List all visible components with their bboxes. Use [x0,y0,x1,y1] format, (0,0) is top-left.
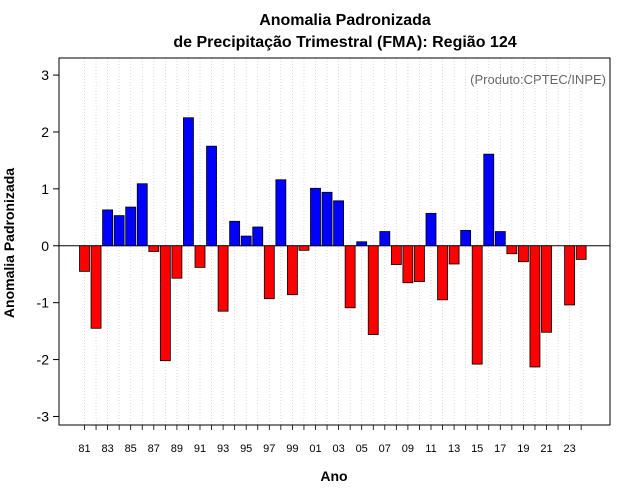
bar-16 [483,153,495,247]
y-tick-label: 2 [41,124,49,140]
x-tick-label: 87 [148,443,160,455]
bar-85 [125,206,137,247]
x-tick-label: 05 [356,443,368,455]
x-tick-label: 91 [194,443,206,455]
bar-03 [333,200,345,247]
bar-01 [310,187,321,247]
bar-18 [506,245,518,255]
bar-15 [471,245,483,365]
x-tick-label: 15 [471,443,483,455]
bar-90 [183,117,194,247]
bar-19 [518,245,529,263]
bar-13 [448,245,460,265]
x-tick-label: 21 [540,443,552,455]
x-tick-label: 01 [309,443,321,455]
bar-17 [494,231,506,247]
x-tick-label: 83 [101,443,113,455]
bar-93 [217,245,229,312]
bar-11 [425,212,437,247]
bar-83 [102,209,113,247]
y-tick-label: -1 [37,295,50,311]
x-tick-label: 23 [563,443,575,455]
bar-97 [263,245,275,300]
bar-92 [206,145,217,247]
bar-99 [286,245,298,296]
bar-04 [344,245,356,309]
x-tick-label: 93 [217,443,229,455]
y-tick-label: 0 [41,238,49,254]
x-tick-label: 07 [379,443,391,455]
x-tick-label: 19 [517,443,529,455]
chart-title: Anomalia Padronizada [259,12,431,29]
x-tick-label: 95 [240,443,252,455]
bar-02 [321,191,333,247]
bar-86 [136,183,148,247]
chart-subtitle: de Precipitação Trimestral (FMA): Região… [173,34,516,51]
x-axis-ticks: 81 83 85 87 89 91 93 95 97 99 01 03 05 07 09 11 13 15 17 19… [78,425,582,455]
plot-frame [58,57,611,426]
chart-credit: (Produto:CPTEC/INPE) [470,72,606,87]
bar-88 [159,245,171,362]
bar-23 [564,245,575,306]
x-tick-label: 85 [125,443,137,455]
y-tick-label: -2 [37,352,50,368]
bars-layer [79,117,587,368]
bar-07 [379,231,391,247]
bar-14 [460,230,472,247]
bar-91 [194,245,206,268]
x-tick-label: 89 [171,443,183,455]
bar-09 [402,245,414,284]
x-tick-label: 97 [263,443,275,455]
bar-87 [148,245,160,252]
y-axis-label: Anomalia Padronizada [1,168,17,318]
bar-84 [113,215,125,247]
x-tick-label: 81 [78,443,90,455]
bar-81 [79,245,90,272]
y-tick-label: -3 [37,408,50,424]
x-tick-label: 11 [425,443,436,455]
x-tick-label: 03 [332,443,344,455]
bar-06 [367,245,379,335]
y-tick-label: 1 [41,181,49,197]
x-tick-label: 09 [402,443,414,455]
grid-layer [84,58,582,425]
y-axis-ticks: -3 -2 -1 0 1 2 3 [37,67,59,424]
x-tick-label: 17 [494,443,506,455]
bar-98 [275,179,287,247]
x-axis-label: Ano [320,468,347,484]
bar-89 [171,245,183,279]
bar-20 [529,245,541,368]
bar-82 [90,245,102,329]
bar-12 [437,245,448,301]
y-tick-label: 3 [41,67,49,83]
x-tick-label: 99 [286,443,298,455]
bar-21 [541,245,552,333]
bar-95 [240,235,252,247]
bar-10 [414,245,425,283]
bar-00 [298,245,310,251]
bar-24 [575,245,587,260]
bar-96 [252,226,264,247]
bar-05 [356,241,368,247]
bar-08 [390,245,402,265]
bar-94 [229,220,241,247]
x-tick-label: 13 [448,443,460,455]
